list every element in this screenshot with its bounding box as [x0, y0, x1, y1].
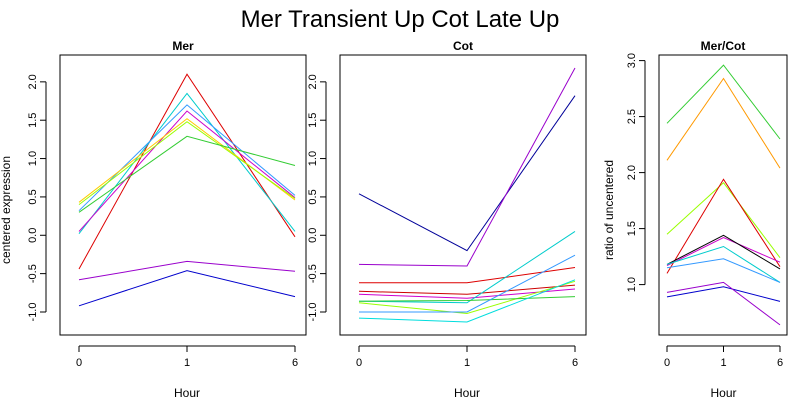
x-tick-label: 1: [464, 357, 470, 369]
y-tick-label: 1.5: [307, 113, 319, 128]
series-line-2: [78, 260, 296, 281]
series-line-1: [358, 95, 576, 252]
y-tick-label: -1.0: [307, 303, 319, 322]
series-line-5: [358, 288, 576, 299]
y-tick-label: 0.5: [27, 189, 39, 204]
series-line-9: [666, 286, 781, 302]
plot-frame: [59, 54, 307, 336]
figure-title: Mer Transient Up Cot Late Up: [241, 6, 560, 33]
series-line-3: [359, 267, 576, 284]
series-line-4: [358, 284, 576, 295]
panel-title: Cot: [453, 39, 473, 53]
x-axis-title: Hour: [454, 386, 480, 400]
series-line-7: [666, 245, 781, 283]
y-axis-title: ratio of uncentered: [602, 160, 616, 260]
panel-1: Mer -1.0 -0.5 0.0 0.5 1.0 1.5 2.0 0 1 6 Hour centere…: [0, 39, 307, 400]
panel-2: Cot -1.0 -0.5 0.0 0.5 1.0 1.5 2.0 0 1 6 Hour: [307, 39, 587, 400]
x-tick-label: 0: [664, 357, 670, 369]
x-axis-title: Hour: [174, 386, 200, 400]
series-line-8: [78, 121, 296, 205]
series-line-4: [78, 92, 296, 235]
series-line-1: [666, 64, 781, 140]
chart-panels: Mer -1.0 -0.5 0.0 0.5 1.0 1.5 2.0 0 1 6 Hour centere…: [0, 39, 788, 400]
panel-title: Mer: [172, 39, 194, 53]
y-tick-label: 1.0: [307, 151, 319, 166]
y-tick-label: 1.5: [27, 113, 39, 128]
x-tick-label: 1: [184, 357, 190, 369]
y-tick-label: 0.5: [307, 189, 319, 204]
series-line-3: [78, 73, 296, 270]
series-line-1: [78, 270, 296, 307]
x-axis-title: Hour: [710, 386, 736, 400]
series-line-10: [666, 281, 781, 326]
series-line-5: [78, 110, 296, 232]
x-tick-label: 0: [76, 357, 82, 369]
series-line-2: [666, 77, 781, 169]
series-line-3: [666, 181, 781, 259]
series-line-5: [666, 237, 781, 267]
y-tick-label: 2.0: [307, 74, 319, 89]
x-tick-label: 0: [356, 357, 362, 369]
series-line-9: [78, 135, 296, 213]
y-tick-label: 0.0: [307, 228, 319, 243]
y-tick-label: 1.0: [626, 277, 638, 292]
series-line-2: [358, 67, 576, 267]
series-line-9: [359, 254, 576, 313]
plot-frame: [339, 54, 587, 336]
series-line-6: [78, 104, 296, 212]
y-tick-label: 1.0: [27, 151, 39, 166]
series-line-8: [358, 296, 576, 302]
panel-title: Mer/Cot: [701, 39, 746, 53]
x-tick-label: 6: [572, 357, 578, 369]
y-tick-label: 1.5: [626, 221, 638, 236]
y-tick-label: 3.0: [626, 53, 638, 68]
series-line-6: [358, 230, 576, 304]
y-tick-label: 2.5: [626, 109, 638, 124]
y-tick-label: -0.5: [307, 264, 319, 283]
series-line-4: [666, 178, 781, 274]
x-tick-label: 1: [720, 357, 726, 369]
y-tick-label: 2.0: [27, 74, 39, 89]
series-line-10: [358, 279, 576, 323]
y-tick-label: -1.0: [27, 303, 39, 322]
y-tick-label: 0.0: [27, 228, 39, 243]
x-tick-label: 6: [777, 357, 783, 369]
y-axis-title: centered expression: [0, 156, 13, 264]
series-line-7: [358, 280, 576, 315]
plot-frame: [658, 54, 788, 336]
panel-3: Mer/Cot 1.0 1.5 2.0 2.5 3.0 0 1 6 Hour ratio of un…: [602, 39, 788, 400]
x-tick-label: 6: [292, 357, 298, 369]
y-tick-label: -0.5: [27, 264, 39, 283]
series-line-8: [666, 258, 781, 283]
series-line-6: [666, 234, 781, 270]
y-tick-label: 2.0: [626, 165, 638, 180]
